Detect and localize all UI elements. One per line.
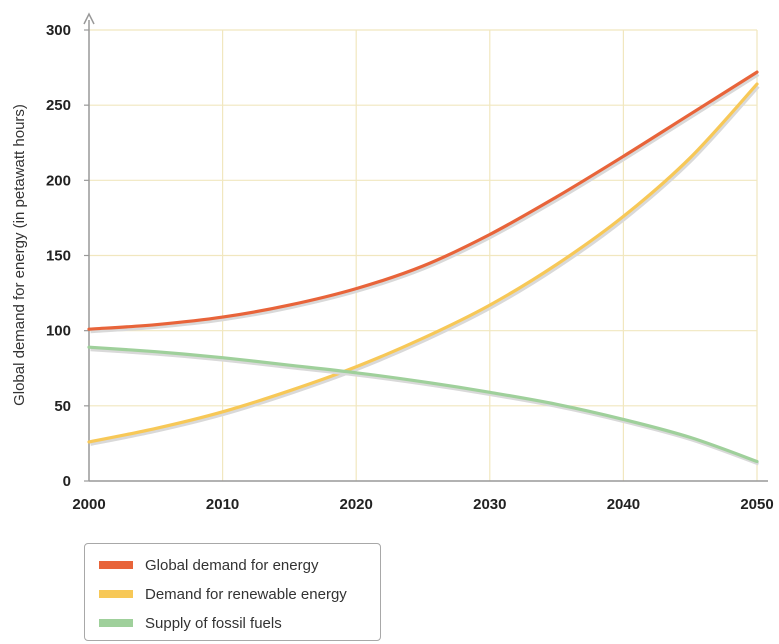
y-axis-arrow-icon [83,12,95,25]
x-tick-label: 2020 [340,496,373,513]
series-shadow-renewable-demand [90,85,760,446]
x-tick-label: 2000 [72,496,105,513]
series-shadow-fossil-supply [90,348,760,466]
y-tick-label: 0 [63,473,71,490]
y-tick-label: 100 [46,323,71,340]
x-tick-label: 2010 [206,496,239,513]
legend-label: Global demand for energy [145,556,319,574]
series-shadow-global-demand [90,73,760,334]
x-tick-label: 2040 [607,496,640,513]
legend-item-fossil-supply: Supply of fossil fuels [99,613,282,633]
legend-item-global-demand: Global demand for energy [99,555,318,575]
y-tick-label: 50 [54,398,71,415]
x-tick-labels: 2000 2010 2020 2030 2040 2050 [72,496,773,513]
y-tick-label: 200 [46,172,71,189]
series-line-renewable-demand [87,82,759,444]
x-tick-label: 2050 [740,496,773,513]
axes [83,12,768,482]
y-tick-label: 300 [46,22,71,39]
y-tick-labels: 0 50 100 150 200 250 300 [46,22,89,490]
legend-item-renewable-demand: Demand for renewable energy [99,584,347,604]
series-line-fossil-supply [87,345,759,464]
grid-lines [89,29,758,481]
legend: Global demand for energy Demand for rene… [84,543,381,641]
y-tick-label: 250 [46,97,71,114]
series-lines [87,70,760,466]
legend-swatch-fossil-supply [99,619,133,627]
legend-label: Demand for renewable energy [145,585,347,603]
y-tick-label: 150 [46,248,71,265]
legend-label: Supply of fossil fuels [145,614,282,632]
series-line-global-demand [87,70,759,331]
y-axis-label: Global demand for energy (in petawatt ho… [11,104,28,406]
legend-swatch-renewable-demand [99,590,133,598]
x-tick-label: 2030 [473,496,506,513]
legend-swatch-global-demand [99,561,133,569]
